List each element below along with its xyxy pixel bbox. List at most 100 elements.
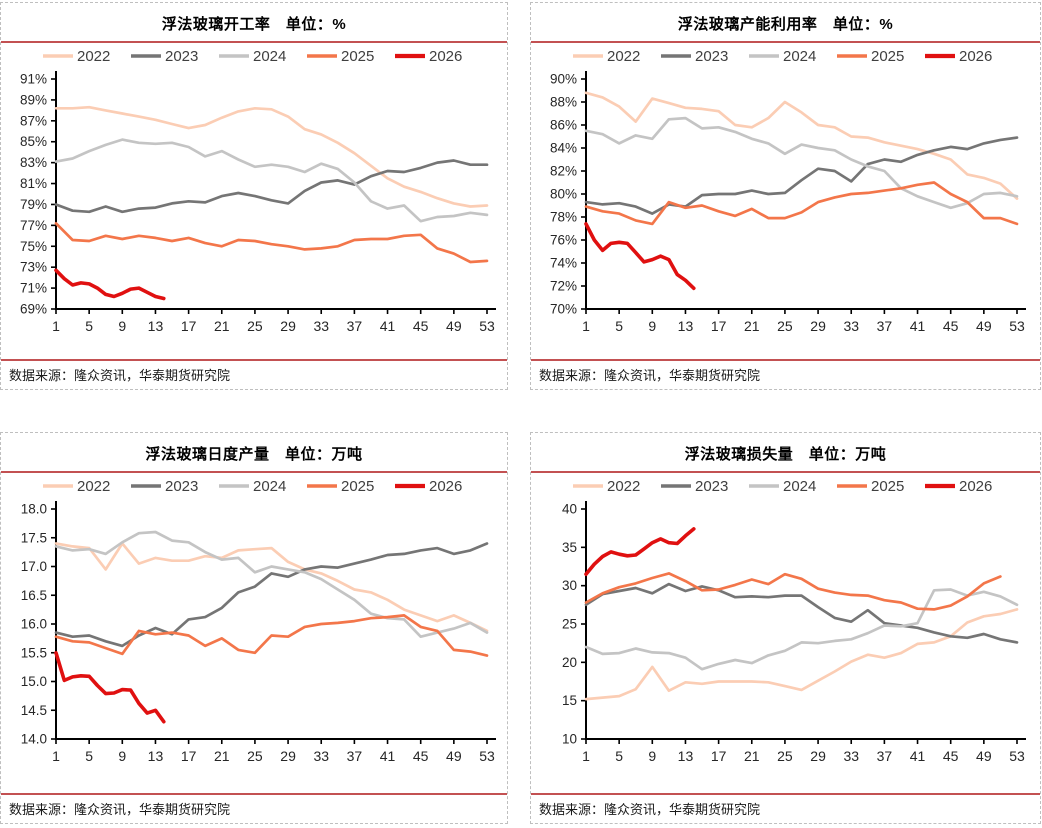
x-tick-label: 49 [976,748,992,764]
legend-label: 2023 [695,48,728,65]
x-tick-label: 21 [744,748,760,764]
y-tick-label: 72% [550,279,577,294]
legend-label: 2026 [429,478,462,495]
legend-label: 2024 [253,478,286,495]
series-line-2024 [54,138,489,223]
x-tick-label: 37 [877,748,893,764]
x-tick-label: 13 [678,748,694,764]
title-divider-line [531,41,1040,43]
x-tick-label: 41 [380,748,396,764]
x-tick-label: 17 [181,318,197,334]
chart-canvas-daily-output: 14.0 14.5 15.0 15.5 16.0 16.5 17.0 17.5 18.0 1 5 9 1… [1,473,507,793]
x-tick-label: 9 [648,748,656,764]
chart-canvas-loss-volume: 10 15 20 25 30 35 40 1 5 9 13 17 21 25 29 33 37 41 45 49 53 2… [531,473,1040,793]
series-line-2026 [54,268,166,301]
x-tick-label: 25 [247,748,263,764]
legend-label: 2025 [871,478,904,495]
y-tick-label: 16.5 [21,588,47,603]
y-tick-label: 90% [550,72,577,87]
y-tick-label: 17.5 [21,530,47,545]
legend-label: 2022 [607,478,640,495]
x-tick-label: 1 [582,748,590,764]
x-tick-label: 9 [118,318,126,334]
legend-label: 2023 [695,478,728,495]
series-line-2022 [584,608,1019,701]
x-tick-label: 13 [678,318,694,334]
x-tick-label: 9 [118,748,126,764]
y-tick-label: 74% [550,256,577,271]
legend-item-2022: 2022 [43,478,110,495]
x-tick-label: 1 [582,318,590,334]
y-tick-label: 88% [550,95,577,110]
x-tick-label: 25 [777,748,793,764]
legend-item-2023: 2023 [661,478,728,495]
panel-operating-rate: 浮法玻璃开工率 单位：% 69% 71% 73% 75% 77% 79% 81% 83% 85%… [0,2,508,390]
series-line-2022 [54,105,489,208]
source-divider-line [1,793,507,795]
series-line-2024 [584,116,1019,210]
y-tick-label: 85% [20,134,47,149]
series-line-2026 [54,651,166,724]
x-tick-label: 25 [247,318,263,334]
x-tick-label: 37 [347,748,363,764]
series-line-2023 [584,582,1019,644]
legend-item-2024: 2024 [219,48,286,65]
y-tick-label: 15.5 [21,645,47,660]
y-tick-label: 71% [20,281,47,296]
legend-item-2025: 2025 [837,48,904,65]
y-tick-label: 16.0 [21,617,47,632]
y-tick-label: 78% [550,210,577,225]
legend-label: 2023 [165,478,198,495]
panel-capacity-utilization: 浮法玻璃产能利用率 单位：% 70% 72% 74% 76% 78% 80% 82% 84% 8… [530,2,1041,390]
x-tick-label: 1 [52,748,60,764]
series-line-2025 [584,181,1019,226]
y-tick-label: 81% [20,176,47,191]
x-tick-label: 29 [810,318,826,334]
legend-label: 2025 [871,48,904,65]
x-tick-label: 13 [148,748,164,764]
line-chart: 14.0 14.5 15.0 15.5 16.0 16.5 17.0 17.5 18.0 1 5 9 1… [21,478,496,764]
y-tick-label: 75% [20,239,47,254]
x-tick-label: 13 [148,318,164,334]
source-divider-line [531,359,1040,361]
source-note: 数据来源：隆众资讯，华泰期货研究院 [9,368,231,383]
source-note: 数据来源：隆众资讯，华泰期货研究院 [9,802,231,817]
series-line-2025 [584,572,1002,611]
y-tick-label: 91% [20,72,47,87]
legend-item-2025: 2025 [307,478,374,495]
x-tick-label: 17 [711,318,727,334]
x-tick-label: 25 [777,318,793,334]
legend-item-2026: 2026 [925,478,992,495]
legend-item-2026: 2026 [925,48,992,65]
y-tick-label: 77% [20,218,47,233]
series-line-2026 [584,222,696,291]
y-tick-label: 25 [562,617,577,632]
x-tick-label: 53 [479,318,495,334]
legend-item-2024: 2024 [749,48,816,65]
y-tick-label: 83% [20,155,47,170]
y-tick-label: 86% [550,118,577,133]
x-tick-label: 17 [181,748,197,764]
legend-label: 2022 [77,478,110,495]
x-tick-label: 29 [810,748,826,764]
chart-canvas-operating-rate: 69% 71% 73% 75% 77% 79% 81% 83% 85% 87% 89% 91% 1 5 9 1… [1,43,507,359]
y-tick-label: 69% [20,302,47,317]
y-tick-label: 87% [20,113,47,128]
legend-label: 2025 [341,478,374,495]
x-tick-label: 53 [1009,318,1025,334]
y-tick-label: 70% [550,302,577,317]
x-tick-label: 21 [214,748,230,764]
legend-item-2024: 2024 [219,478,286,495]
x-tick-label: 41 [910,748,926,764]
x-tick-label: 45 [943,748,959,764]
x-tick-label: 21 [744,318,760,334]
y-tick-label: 89% [20,92,47,107]
chart-canvas-capacity-utilization: 70% 72% 74% 76% 78% 80% 82% 84% 86% 88% 90% 1 5 9 13 17… [531,43,1040,359]
x-tick-label: 5 [615,748,623,764]
legend-item-2023: 2023 [131,478,198,495]
y-tick-label: 10 [562,732,577,747]
y-tick-label: 82% [550,164,577,179]
source-note: 数据来源：隆众资讯，华泰期货研究院 [539,368,761,383]
x-tick-label: 53 [1009,748,1025,764]
x-tick-label: 5 [85,748,93,764]
